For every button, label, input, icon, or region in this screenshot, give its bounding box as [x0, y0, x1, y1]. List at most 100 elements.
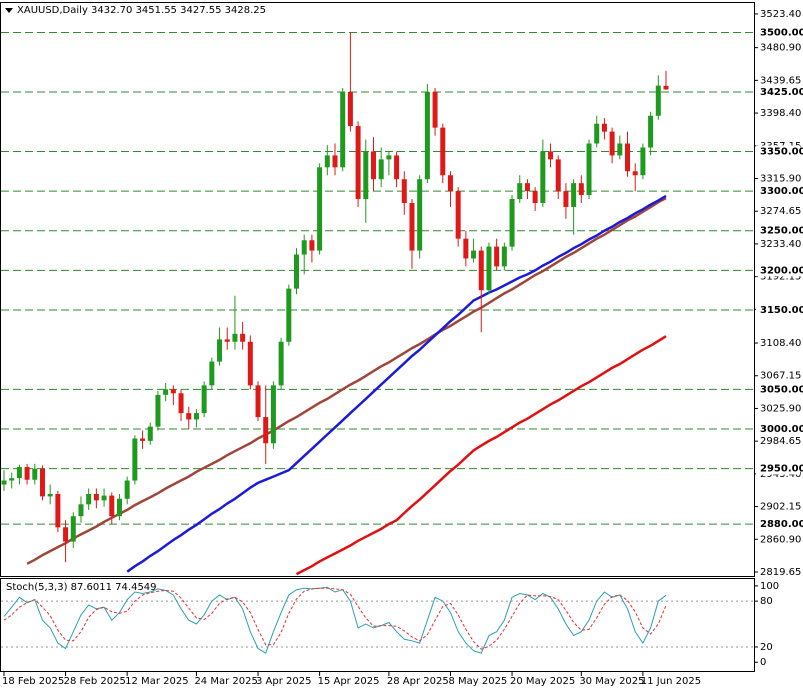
- candle-body: [455, 191, 461, 239]
- x-tick-label: 11 Jun 2025: [641, 676, 701, 687]
- candle-body: [55, 494, 61, 528]
- candle-body: [594, 123, 600, 144]
- candle-body: [201, 385, 207, 414]
- candle-body: [240, 333, 246, 342]
- candle-body: [386, 155, 392, 160]
- level-label: 3250.00: [760, 226, 803, 237]
- level-box: [756, 85, 800, 98]
- candle-body: [247, 341, 253, 386]
- candle-body: [186, 413, 192, 420]
- x-tick-label: 18 Feb 2025: [2, 676, 64, 687]
- candle-body: [78, 504, 84, 517]
- candle-body: [317, 167, 323, 251]
- y-tick-label: 3523.40: [760, 9, 801, 20]
- candle-body: [609, 131, 615, 156]
- candle-body: [363, 151, 369, 200]
- y-tick-label: 3274.65: [760, 206, 801, 217]
- level-box: [756, 264, 800, 277]
- candle-body: [9, 478, 15, 481]
- candle-body: [294, 254, 300, 289]
- candle-body: [378, 159, 384, 180]
- candle-body: [47, 494, 53, 497]
- candle-body: [409, 202, 415, 251]
- candle-body: [193, 413, 199, 420]
- candle-body: [571, 183, 577, 207]
- candle-body: [501, 246, 507, 267]
- level-box: [756, 518, 800, 531]
- level-label: 3350.00: [760, 146, 803, 157]
- x-tick-label: 3 Apr 2025: [256, 676, 311, 687]
- y-tick-label: 3398.40: [760, 108, 801, 119]
- level-box: [756, 422, 800, 435]
- level-label: 3200.00: [760, 265, 803, 276]
- candle-body: [394, 155, 400, 180]
- x-tick-label: 28 Feb 2025: [64, 676, 126, 687]
- candle-body: [32, 468, 38, 480]
- candle-body: [332, 155, 338, 168]
- moving-average: [126, 194, 667, 573]
- candle-body: [309, 240, 315, 251]
- level-box: [756, 185, 800, 198]
- candle-body: [586, 143, 592, 196]
- candle-body: [1, 480, 7, 485]
- level-label: 3150.00: [760, 305, 803, 316]
- candle-body: [640, 147, 646, 176]
- y-tick-label: 3233.40: [760, 239, 801, 250]
- candle-body: [116, 498, 122, 517]
- y-tick-label: 3439.65: [760, 75, 801, 86]
- y-tick-label: 20: [760, 642, 773, 653]
- y-tick-label: 3108.40: [760, 338, 801, 349]
- x-tick-label: 20 May 2025: [510, 676, 575, 687]
- candle-body: [509, 199, 515, 247]
- level-box: [756, 26, 800, 39]
- chart-title: XAUUSD,Daily 3432.70 3451.55 3427.55 342…: [17, 5, 266, 16]
- candle-body: [178, 393, 184, 414]
- stoch-line: [3, 587, 667, 650]
- candle-body: [563, 191, 569, 207]
- candle-body: [63, 527, 69, 542]
- candle-body: [540, 151, 546, 203]
- candle-body: [340, 91, 346, 168]
- y-tick-label: 3025.90: [760, 403, 801, 414]
- candle-body: [93, 494, 99, 501]
- candle-body: [217, 339, 223, 362]
- x-tick-label: 28 Apr 2025: [387, 676, 449, 687]
- x-tick-label: 8 May 2025: [448, 676, 507, 687]
- candle-body: [209, 361, 215, 386]
- candle-body: [163, 389, 169, 395]
- y-tick-label: 3480.90: [760, 43, 801, 54]
- candle-body: [424, 91, 430, 180]
- candle-body: [270, 385, 276, 444]
- y-tick-label: 0: [760, 657, 766, 668]
- moving-average: [26, 197, 667, 565]
- level-label: 3425.00: [760, 87, 803, 98]
- candle-body: [655, 85, 661, 116]
- y-tick-label: 2860.90: [760, 534, 801, 545]
- candle-body: [263, 417, 269, 444]
- candle-body: [555, 159, 561, 192]
- candle-body: [663, 85, 669, 90]
- candle-body: [324, 155, 330, 168]
- level-label: 3000.00: [760, 424, 803, 435]
- candle-body: [155, 394, 161, 427]
- candle-body: [347, 91, 353, 127]
- candle-body: [140, 438, 146, 441]
- candle-body: [432, 91, 438, 128]
- x-tick-label: 24 Mar 2025: [194, 676, 257, 687]
- y-tick-label: 100: [760, 581, 779, 592]
- level-label: 3300.00: [760, 186, 803, 197]
- candle-body: [463, 238, 469, 259]
- y-tick-label: 2984.65: [760, 436, 801, 447]
- candle-body: [532, 191, 538, 203]
- y-tick-label: 3315.90: [760, 173, 801, 184]
- level-label: 3500.00: [760, 27, 803, 38]
- candle-body: [417, 179, 423, 251]
- stoch-title: Stoch(5,3,3) 87.6011 74.4549: [6, 582, 157, 593]
- level-box: [756, 383, 800, 396]
- candle-body: [255, 385, 261, 418]
- candle-body: [355, 126, 361, 200]
- candle-body: [632, 171, 638, 176]
- candle-body: [232, 333, 238, 342]
- y-tick-label: 3192.15: [760, 272, 801, 283]
- candle-body: [578, 183, 584, 196]
